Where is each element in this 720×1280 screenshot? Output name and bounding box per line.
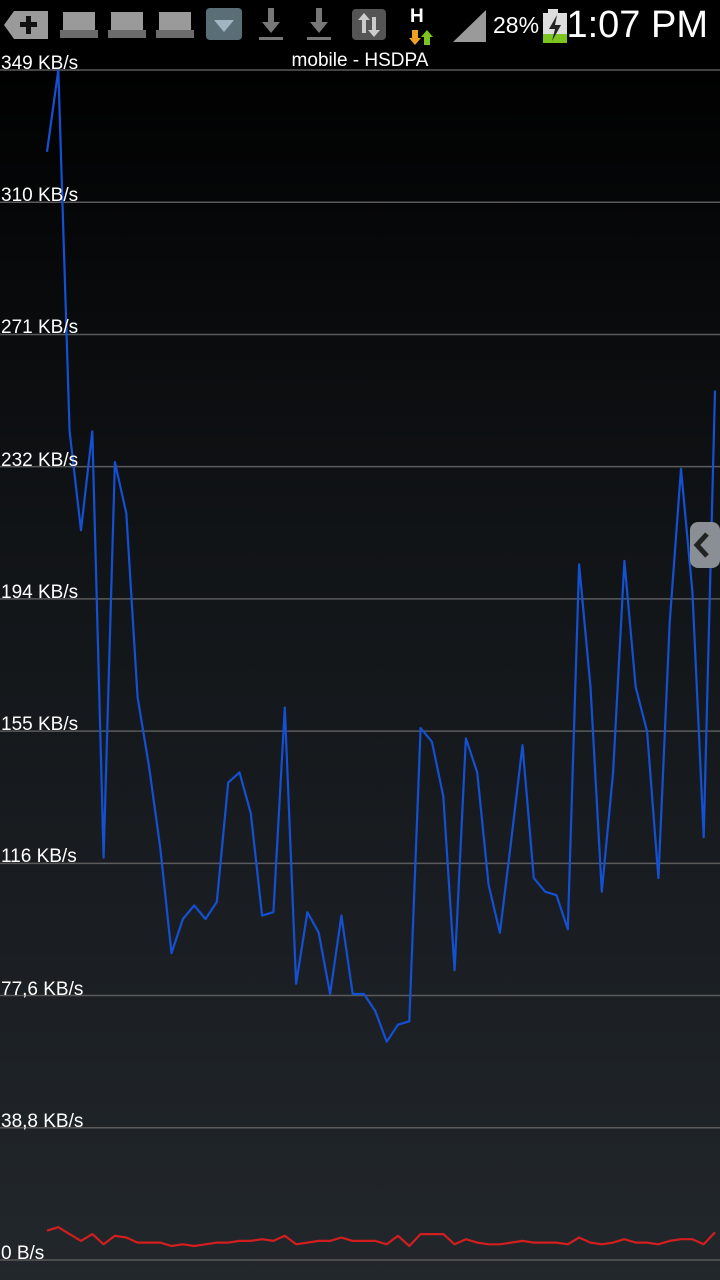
y-tick-label: 38,8 KB/s <box>1 1110 84 1132</box>
sd-card-icon <box>108 12 146 38</box>
download-series-line <box>45 68 717 1043</box>
y-tick-label: 232 KB/s <box>1 449 79 471</box>
y-tick-label: 77,6 KB/s <box>1 978 84 1000</box>
y-tick-label: 116 KB/s <box>1 846 77 868</box>
sd-card-icon <box>156 12 194 38</box>
battery-percent: 28% <box>493 12 540 38</box>
chart-area <box>0 50 720 1280</box>
download-icon <box>259 8 283 40</box>
chevron-left-icon <box>690 522 720 568</box>
sync-icon <box>352 9 386 40</box>
chart-title: mobile - HSDPA <box>291 50 429 71</box>
battery-charging-icon <box>543 9 567 43</box>
download-box-icon <box>206 8 242 40</box>
y-tick-label: 194 KB/s <box>1 581 79 603</box>
hsdpa-data-icon <box>409 30 433 45</box>
clock: 1:07 PM <box>566 4 708 46</box>
y-tick-label: 271 KB/s <box>1 317 79 339</box>
y-tick-label: 310 KB/s <box>1 185 79 207</box>
signal-icon <box>453 10 486 42</box>
status-icons <box>4 8 567 45</box>
download-icon <box>307 8 331 40</box>
y-tick-label: 0 B/s <box>1 1243 45 1264</box>
network-type-label: H <box>410 6 424 27</box>
add-icon <box>4 11 48 39</box>
sd-card-icon <box>60 12 98 38</box>
y-tick-label: 155 KB/s <box>1 714 79 736</box>
upload-series-line <box>46 1226 716 1248</box>
status-bar: H 28% 1:07 PM <box>0 0 720 50</box>
y-tick-label: 349 KB/s <box>1 53 79 74</box>
side-panel-handle[interactable] <box>688 522 720 568</box>
